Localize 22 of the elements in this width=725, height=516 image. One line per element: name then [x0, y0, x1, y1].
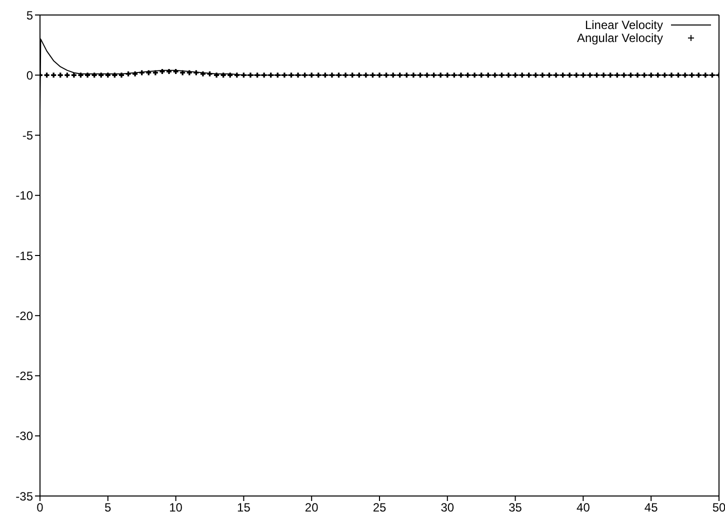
x-tick-label: 50: [712, 500, 725, 515]
x-tick-label: 25: [372, 500, 386, 515]
y-tick-label: -20: [16, 308, 34, 323]
x-tick-label: 15: [237, 500, 251, 515]
y-tick-label: 5: [26, 8, 34, 22]
x-tick-label: 45: [644, 500, 658, 515]
x-tick-label: 0: [36, 500, 44, 515]
legend-label: Angular Velocity: [576, 30, 663, 44]
y-tick-label: -10: [16, 188, 34, 203]
y-tick-label: -25: [16, 369, 34, 384]
x-tick-label: 40: [576, 500, 590, 515]
x-tick-label: 5: [104, 500, 112, 515]
y-tick-label: -30: [16, 429, 34, 444]
y-tick-label: -15: [16, 248, 34, 263]
x-tick-label: 10: [169, 500, 183, 515]
y-tick-label: -35: [16, 489, 34, 504]
legend-label: Linear Velocity: [584, 18, 663, 32]
x-tick-label: 30: [440, 500, 454, 515]
x-tick-label: 20: [304, 500, 319, 515]
y-tick-label: -5: [22, 128, 34, 143]
x-tick-label: 35: [508, 500, 522, 515]
y-tick-label: 0: [26, 68, 34, 82]
